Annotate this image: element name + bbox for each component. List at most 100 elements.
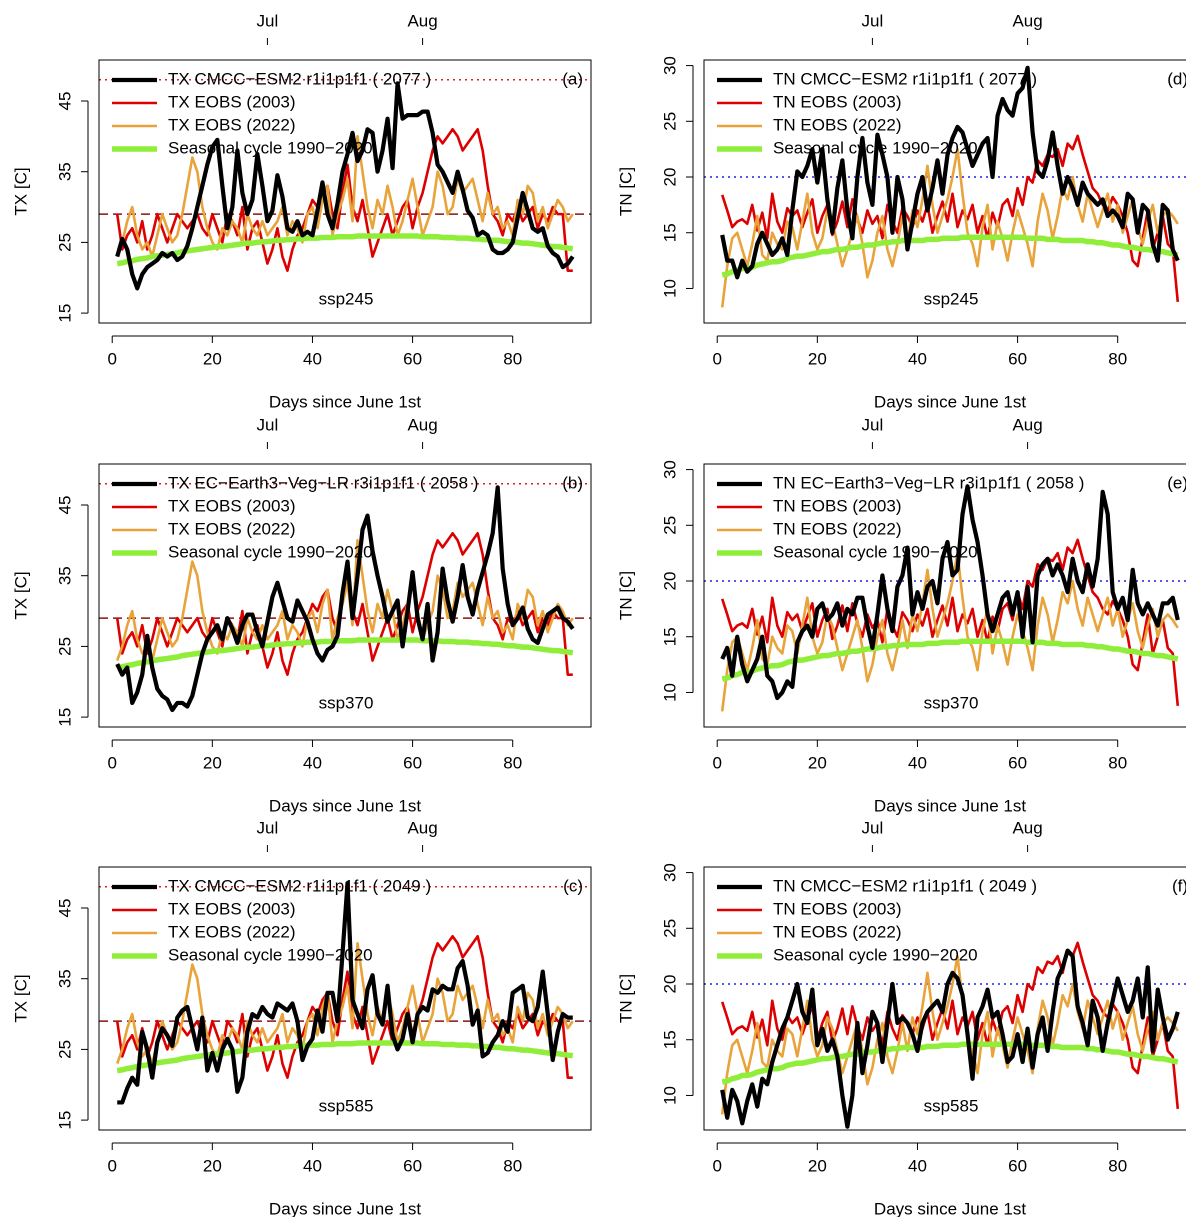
series-line [721, 234, 1179, 278]
x-tick-label: 60 [403, 1156, 422, 1175]
data-layer [115, 881, 574, 1105]
legend-label: TN EOBS (2003) [773, 899, 902, 918]
panel-label: (e) [1167, 473, 1186, 492]
series-line [115, 485, 575, 713]
series-line [720, 948, 1180, 1129]
x-tick-label: 40 [908, 753, 927, 772]
series-line [720, 954, 1179, 1115]
x-tick-label: 0 [107, 349, 116, 368]
x2-tick-label: Jul [862, 415, 884, 434]
y-axis-title: TN [C] [616, 167, 635, 216]
y-tick-label: 15 [55, 708, 74, 727]
y-tick-label: 45 [55, 496, 74, 515]
x-tick-label: 0 [712, 753, 721, 772]
series-line [115, 81, 575, 291]
legend-label: TX EOBS (2003) [168, 899, 296, 918]
x-axis-title: Days since June 1st [874, 392, 1026, 411]
plot-box [703, 59, 1186, 324]
x2-tick-label: Jul [862, 818, 884, 837]
plot-box [98, 866, 592, 1131]
x-tick-label: 80 [503, 753, 522, 772]
annotation: ssp370 [319, 693, 374, 712]
x-axis-title: Days since June 1st [269, 392, 421, 411]
y-tick-label: 25 [55, 637, 74, 656]
panel: 0 20 40 60 80 Jul Aug 15 25 35 45 Days since June 1… [11, 11, 592, 411]
y-axis-title: TX [C] [11, 571, 30, 619]
panel-label: (f) [1172, 876, 1186, 895]
x2-tick-label: Aug [1012, 415, 1042, 434]
data-layer [115, 485, 575, 713]
x-tick-label: 60 [1008, 753, 1027, 772]
legend-label: TN EOBS (2022) [773, 519, 902, 538]
data-layer [720, 65, 1180, 308]
y-axis-title: TX [C] [11, 167, 30, 215]
panel: 0 20 40 60 80 Jul Aug 15 25 35 45 Days since June 1… [11, 415, 592, 815]
legend-label: TN EOBS (2022) [773, 922, 902, 941]
y-tick-label: 35 [55, 162, 74, 181]
y-axis-title: TN [C] [616, 571, 635, 620]
data-layer [720, 484, 1180, 712]
x-tick-label: 0 [107, 1156, 116, 1175]
x-tick-label: 20 [808, 349, 827, 368]
x-axis-title: Days since June 1st [874, 796, 1026, 815]
panel-label: (a) [562, 69, 583, 88]
panel: 0 20 40 60 80 Jul Aug 10 15 20 25 30 Days since June… [616, 415, 1186, 815]
y-tick-label: 25 [55, 233, 74, 252]
legend-label: Seasonal cycle 1990−2020 [168, 542, 373, 561]
x-axis-title: Days since June 1st [269, 1199, 421, 1217]
annotation: ssp585 [319, 1096, 374, 1115]
series-line [720, 538, 1180, 706]
x-tick-label: 40 [303, 753, 322, 772]
x-tick-label: 0 [712, 1156, 721, 1175]
x-tick-label: 0 [107, 753, 116, 772]
legend-label: TN EOBS (2003) [773, 92, 902, 111]
legend-label: Seasonal cycle 1990−2020 [168, 138, 373, 157]
y-tick-label: 10 [660, 1086, 679, 1105]
annotation: ssp370 [924, 693, 979, 712]
y-tick-label: 10 [660, 683, 679, 702]
legend-label: Seasonal cycle 1990−2020 [773, 945, 978, 964]
y-tick-label: 15 [660, 627, 679, 646]
x-tick-label: 40 [908, 349, 927, 368]
plot-box [703, 866, 1186, 1131]
x2-tick-label: Aug [1012, 818, 1042, 837]
x-tick-label: 80 [1108, 1156, 1127, 1175]
panel-label: (d) [1167, 69, 1186, 88]
plot-box [98, 463, 592, 728]
plot-box [703, 463, 1186, 728]
series-line [721, 1041, 1179, 1085]
annotation: ssp245 [319, 289, 374, 308]
y-tick-label: 15 [660, 1030, 679, 1049]
y-tick-label: 25 [660, 919, 679, 938]
x2-tick-label: Jul [862, 11, 884, 30]
legend-label: TN CMCC−ESM2 r1i1p1f1 ( 2049 ) [773, 876, 1037, 895]
series-line [115, 942, 574, 1065]
x-tick-label: 80 [503, 349, 522, 368]
x-tick-label: 60 [403, 349, 422, 368]
y-tick-label: 20 [660, 572, 679, 591]
panel: 0 20 40 60 80 Jul Aug 10 15 20 25 30 Days since June… [616, 11, 1186, 411]
y-tick-label: 15 [55, 304, 74, 323]
series-line [116, 637, 574, 671]
x-tick-label: 40 [303, 1156, 322, 1175]
series-line [115, 539, 574, 662]
annotation: ssp245 [924, 289, 979, 308]
series-line [720, 147, 1179, 308]
series-line [117, 881, 573, 1105]
x2-tick-label: Aug [407, 415, 437, 434]
y-tick-label: 25 [55, 1040, 74, 1059]
y-tick-label: 15 [55, 1111, 74, 1130]
y-tick-label: 25 [660, 516, 679, 535]
x-tick-label: 80 [503, 1156, 522, 1175]
x-tick-label: 20 [203, 349, 222, 368]
x-tick-label: 20 [808, 753, 827, 772]
x2-tick-label: Aug [407, 818, 437, 837]
series-line [721, 638, 1179, 682]
x-tick-label: 80 [1108, 753, 1127, 772]
legend-label: TN EOBS (2022) [773, 115, 902, 134]
y-tick-label: 30 [660, 460, 679, 479]
panel-label: (b) [562, 473, 583, 492]
legend-label: TN EC−Earth3−Veg−LR r3i1p1f1 ( 2058 ) [773, 473, 1084, 492]
